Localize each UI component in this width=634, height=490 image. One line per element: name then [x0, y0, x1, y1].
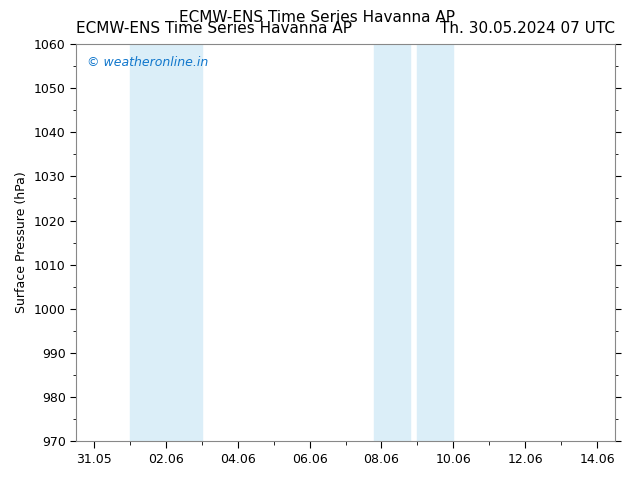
- Y-axis label: Surface Pressure (hPa): Surface Pressure (hPa): [15, 172, 29, 314]
- Text: Th. 30.05.2024 07 UTC: Th. 30.05.2024 07 UTC: [440, 21, 615, 36]
- Bar: [374, 44, 410, 441]
- Bar: [130, 44, 202, 441]
- Text: © weatheronline.in: © weatheronline.in: [87, 56, 208, 69]
- Text: ECMW-ENS Time Series Havanna AP: ECMW-ENS Time Series Havanna AP: [76, 21, 352, 36]
- Bar: [417, 44, 453, 441]
- Text: ECMW-ENS Time Series Havanna AP: ECMW-ENS Time Series Havanna AP: [179, 10, 455, 25]
